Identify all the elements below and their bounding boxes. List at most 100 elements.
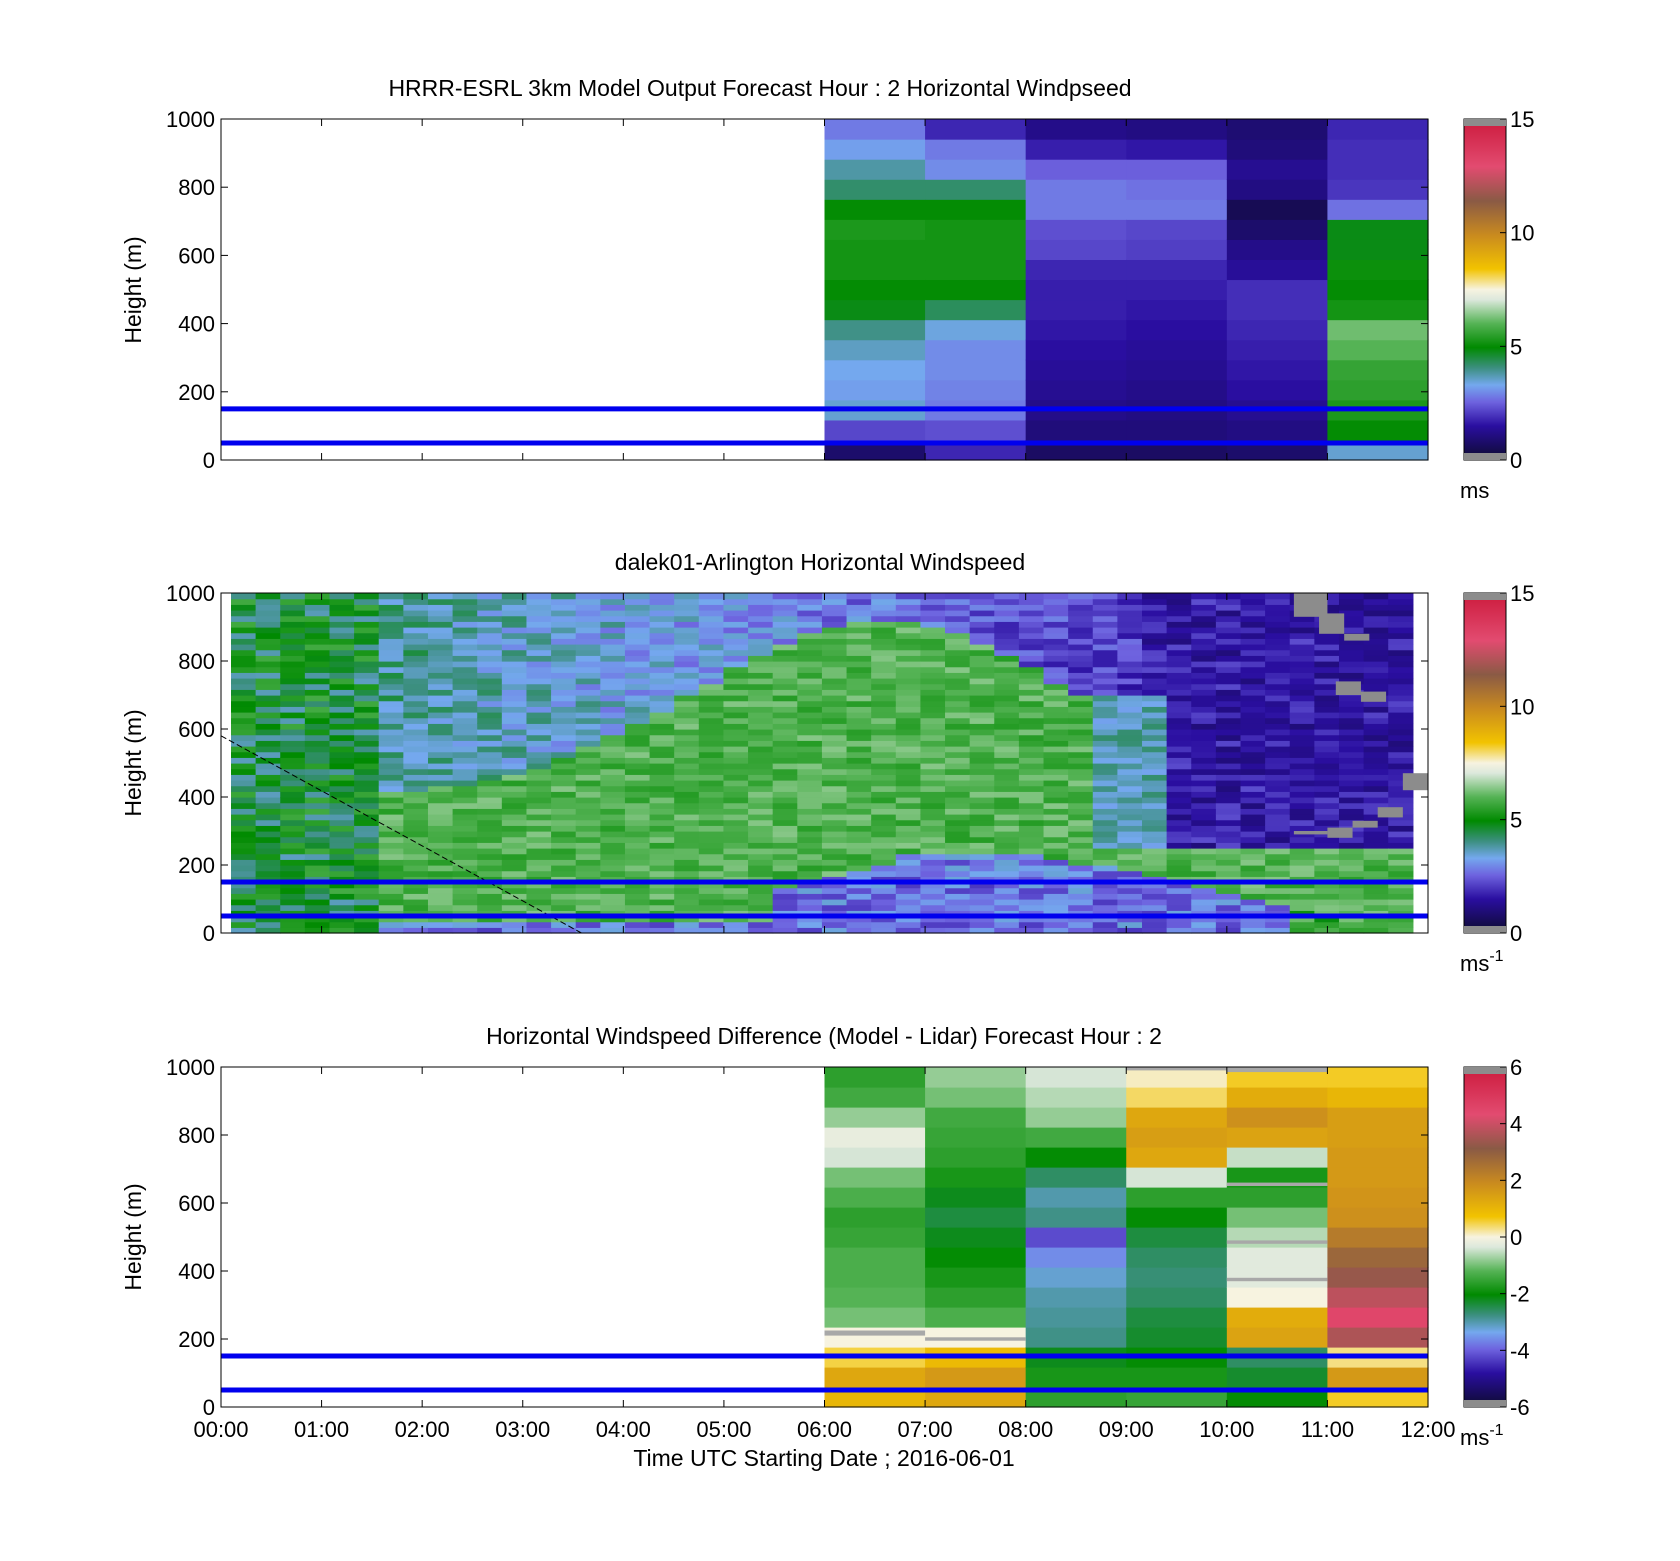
- heatmap-cell: [452, 904, 478, 911]
- heatmap-cell: [698, 893, 725, 900]
- heatmap-cell: [1338, 723, 1365, 730]
- heatmap-cell: [329, 791, 355, 798]
- heatmap-cell: [1338, 768, 1365, 775]
- heatmap-cell: [824, 339, 926, 361]
- heatmap-cell: [1025, 319, 1127, 341]
- heatmap-cell: [895, 836, 922, 843]
- heatmap-cell: [477, 644, 503, 651]
- heatmap-cell: [501, 740, 528, 747]
- heatmap-cell: [1240, 848, 1266, 855]
- heatmap-cell: [1166, 774, 1192, 781]
- heatmap-cell: [994, 865, 1020, 872]
- heatmap-cell: [378, 785, 404, 792]
- heatmap-cell: [920, 780, 946, 787]
- heatmap-cell: [1142, 723, 1168, 730]
- heatmap-cell: [329, 859, 355, 866]
- heatmap-cell: [969, 729, 995, 736]
- heatmap-cell: [772, 768, 798, 775]
- heatmap-cell: [1289, 893, 1315, 900]
- heatmap-cell: [477, 814, 503, 821]
- heatmap-cell: [600, 689, 626, 696]
- heatmap-cell: [378, 649, 404, 656]
- heatmap-cell: [1043, 712, 1069, 719]
- heatmap-cell: [231, 757, 257, 764]
- heatmap-cell: [698, 678, 725, 685]
- heatmap-cell: [1314, 763, 1340, 770]
- heatmap-cell: [378, 604, 404, 611]
- heatmap-cell: [280, 700, 306, 707]
- heatmap-cell: [1191, 865, 1217, 872]
- heatmap-cell: [846, 797, 872, 804]
- heatmap-cell: [748, 802, 774, 809]
- heatmap-cell: [1043, 808, 1069, 815]
- heatmap-cell: [846, 655, 872, 662]
- heatmap-cell: [1191, 893, 1217, 900]
- heatmap-cell: [378, 644, 404, 651]
- heatmap-cell: [551, 649, 577, 656]
- heatmap-cell: [871, 814, 897, 821]
- heatmap-cell: [427, 791, 454, 798]
- heatmap-cell: [575, 836, 601, 843]
- heatmap-cell: [1388, 825, 1414, 832]
- heatmap-cell: [1018, 598, 1045, 605]
- heatmap-cell: [501, 825, 528, 832]
- colorbar-tick-label: 2: [1510, 1168, 1522, 1193]
- heatmap-cell: [748, 887, 774, 894]
- heatmap-cell: [1191, 763, 1217, 770]
- heatmap-cell: [674, 808, 700, 815]
- heatmap-cell: [304, 763, 331, 770]
- heatmap-cell: [846, 887, 872, 894]
- heatmap-cell: [1314, 644, 1340, 651]
- heatmap-cell: [427, 814, 454, 821]
- heatmap-cell: [354, 859, 380, 866]
- heatmap-cell: [1215, 842, 1242, 849]
- heatmap-cell: [1226, 1107, 1329, 1128]
- colorbar-tick-label: 0: [1510, 448, 1522, 473]
- heatmap-cell: [1289, 921, 1315, 928]
- heatmap-cell: [925, 1207, 1027, 1228]
- heatmap-cell: [1265, 797, 1291, 804]
- heatmap-cell: [477, 678, 503, 685]
- heatmap-cell: [920, 746, 946, 753]
- heatmap-cell: [821, 598, 848, 605]
- heatmap-cell: [1240, 655, 1266, 662]
- heatmap-cell: [1142, 604, 1168, 611]
- heatmap-cell: [600, 808, 626, 815]
- heatmap-cell: [1215, 921, 1242, 928]
- heatmap-cell: [723, 808, 749, 815]
- heatmap-cell: [1117, 610, 1143, 617]
- heatmap-cell: [501, 757, 528, 764]
- heatmap-cell: [1142, 638, 1168, 645]
- heatmap-cell: [846, 621, 872, 628]
- heatmap-cell: [427, 831, 454, 838]
- heatmap-cell: [1025, 279, 1127, 301]
- panel-lidar-cells: [231, 593, 1414, 934]
- heatmap-cell: [1338, 763, 1365, 770]
- heatmap-cell: [1215, 893, 1242, 900]
- heatmap-cell: [698, 887, 725, 894]
- heatmap-cell: [551, 661, 577, 668]
- heatmap-cell: [969, 700, 995, 707]
- heatmap-cell: [821, 848, 848, 855]
- heatmap-cell: [452, 916, 478, 923]
- heatmap-cell: [231, 899, 257, 906]
- heatmap-cell: [551, 780, 577, 787]
- heatmap-cell: [354, 695, 380, 702]
- heatmap-cell: [920, 661, 946, 668]
- heatmap-cell: [895, 870, 922, 877]
- heatmap-cell: [1142, 621, 1168, 628]
- heatmap-cell: [329, 819, 355, 826]
- heatmap-cell: [969, 904, 995, 911]
- heatmap-cell: [378, 695, 404, 702]
- heatmap-cell: [452, 717, 478, 724]
- heatmap-cell: [378, 916, 404, 923]
- heatmap-cell: [280, 899, 306, 906]
- heatmap-cell: [969, 921, 995, 928]
- heatmap-cell: [1226, 179, 1329, 200]
- heatmap-cell: [723, 683, 749, 690]
- heatmap-cell: [698, 848, 725, 855]
- heatmap-cell: [501, 734, 528, 741]
- heatmap-cell: [501, 780, 528, 787]
- heatmap-cell: [871, 644, 897, 651]
- heatmap-cell: [723, 615, 749, 622]
